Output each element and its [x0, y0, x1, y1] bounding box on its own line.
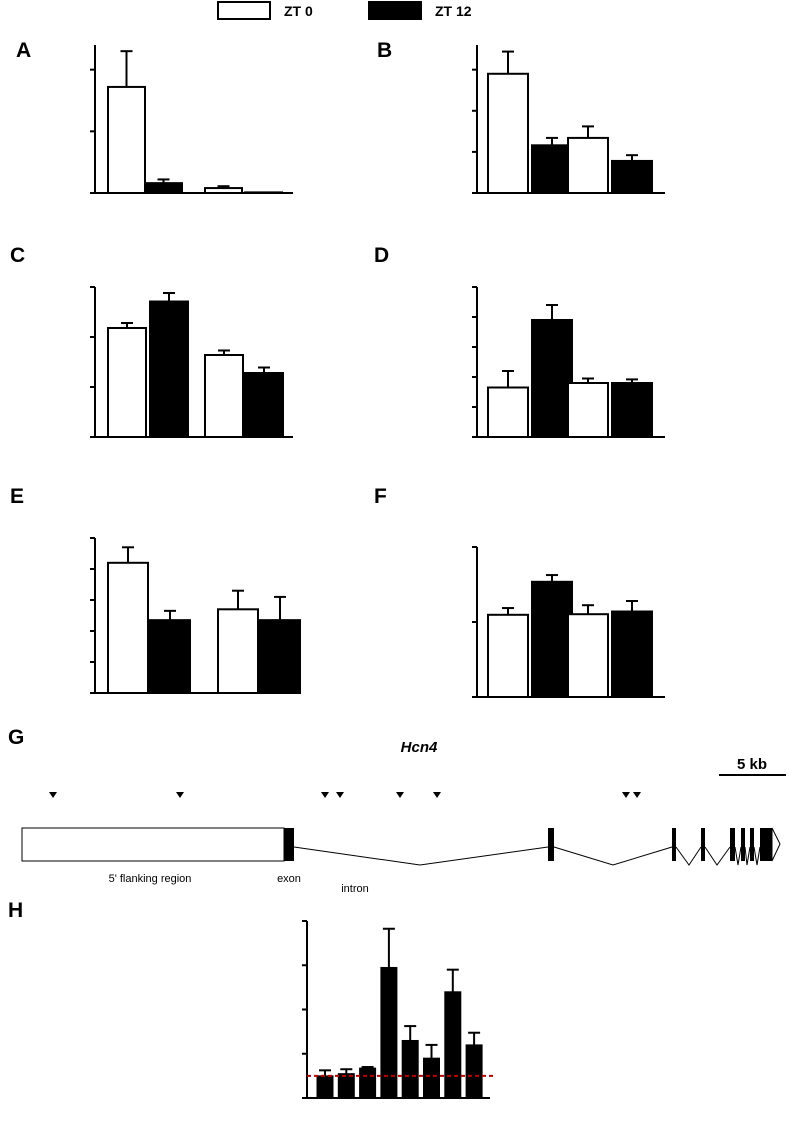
chart-clock-mrna: [472, 45, 665, 195]
bar-zt0: [487, 72, 529, 194]
exon-7: [750, 828, 754, 861]
intron-line-3: [675, 846, 702, 866]
ebox-site-marker: [633, 792, 641, 798]
legend-swatch-zt12: [368, 1, 422, 20]
bar-zt12: [611, 382, 653, 438]
bar-zt12: [611, 610, 653, 698]
ebox-site-marker: [622, 792, 630, 798]
ebox-site-marker: [49, 792, 57, 798]
bar-site: [444, 991, 462, 1099]
ebox-site-marker: [396, 792, 404, 798]
intron-line-2: [553, 846, 673, 866]
hcn4-gene-diagram: Hcn4 5 kb 5' flanking region exon intron: [21, 739, 786, 895]
bar-site: [465, 1044, 483, 1099]
exon-4: [701, 828, 705, 861]
panel-letter-g: G: [8, 726, 24, 749]
bar-zt12: [259, 619, 301, 695]
chart-ebox-binding: [302, 920, 494, 1099]
bar-zt0: [487, 386, 529, 438]
bar-zt12: [149, 619, 191, 695]
exon-1: [284, 828, 294, 861]
bar-zt0: [204, 354, 244, 438]
panel-letter-h: H: [8, 899, 23, 922]
bar-zt12: [611, 159, 653, 194]
bar-zt0: [567, 382, 609, 438]
bar-zt0: [217, 608, 259, 694]
bar-site: [359, 1067, 377, 1099]
legend-swatch-zt0: [217, 1, 271, 20]
chart-bmal1-mrna: [90, 45, 293, 194]
flanking-region-box: [21, 827, 285, 862]
panel-letter-d: D: [374, 244, 389, 267]
intron-line-4: [704, 846, 731, 866]
intron-line-1: [293, 846, 549, 866]
intron-label: intron: [341, 883, 369, 895]
bar-site: [337, 1073, 355, 1099]
ebox-site-marker: [336, 792, 344, 798]
bar-site: [423, 1057, 440, 1099]
exon-label: exon: [277, 873, 301, 885]
bar-zt12: [244, 191, 283, 194]
legend-label-zt12: ZT 12: [435, 3, 472, 19]
bar-zt0: [567, 136, 609, 195]
chart-hcn4-mrna: [90, 537, 301, 695]
scale-bar-label: 5 kb: [737, 756, 767, 773]
gene-end-arrow: [771, 827, 781, 862]
intron-line-5: [734, 846, 742, 866]
exon-6: [741, 828, 745, 861]
ebox-site-marker: [321, 792, 329, 798]
exon-2: [548, 828, 554, 861]
exon-5: [730, 828, 735, 861]
gene-title: Hcn4: [401, 739, 438, 756]
bar-zt0: [204, 187, 243, 194]
chart-hcn4-protein: [472, 546, 665, 699]
legend: ZT 0 ZT 12: [217, 1, 472, 20]
bar-site: [380, 966, 398, 1099]
exon-8: [760, 828, 772, 861]
bar-zt12: [144, 182, 183, 194]
ebox-site-markers: [49, 792, 641, 798]
intron-line-6: [744, 846, 751, 866]
panel-letter-f: F: [374, 485, 387, 508]
bar-zt12: [149, 300, 189, 438]
bar-zt12: [531, 319, 573, 438]
bar-zt0: [487, 613, 529, 698]
bar-site: [401, 1039, 419, 1099]
panel-letter-a: A: [16, 39, 31, 62]
bar-zt12: [531, 144, 573, 194]
bar-zt12: [244, 372, 284, 438]
bar-zt0: [107, 561, 149, 694]
chart-baseline-rate: [90, 286, 293, 438]
panel-letter-e: E: [10, 485, 24, 508]
exon-3: [672, 828, 676, 861]
ebox-site-marker: [433, 792, 441, 798]
bar-zt0: [107, 85, 146, 194]
panel-letter-c: C: [10, 244, 25, 267]
bar-site: [316, 1075, 334, 1099]
panel-letter-b: B: [377, 39, 392, 62]
chart-cs-delta-rate: [472, 286, 665, 438]
legend-label-zt0: ZT 0: [284, 3, 313, 19]
bar-zt12: [531, 580, 573, 698]
ebox-site-marker: [176, 792, 184, 798]
bar-zt0: [107, 327, 147, 438]
bar-zt0: [567, 613, 609, 699]
intron-line-7: [753, 846, 761, 866]
flanking-region-label: 5' flanking region: [109, 873, 192, 885]
